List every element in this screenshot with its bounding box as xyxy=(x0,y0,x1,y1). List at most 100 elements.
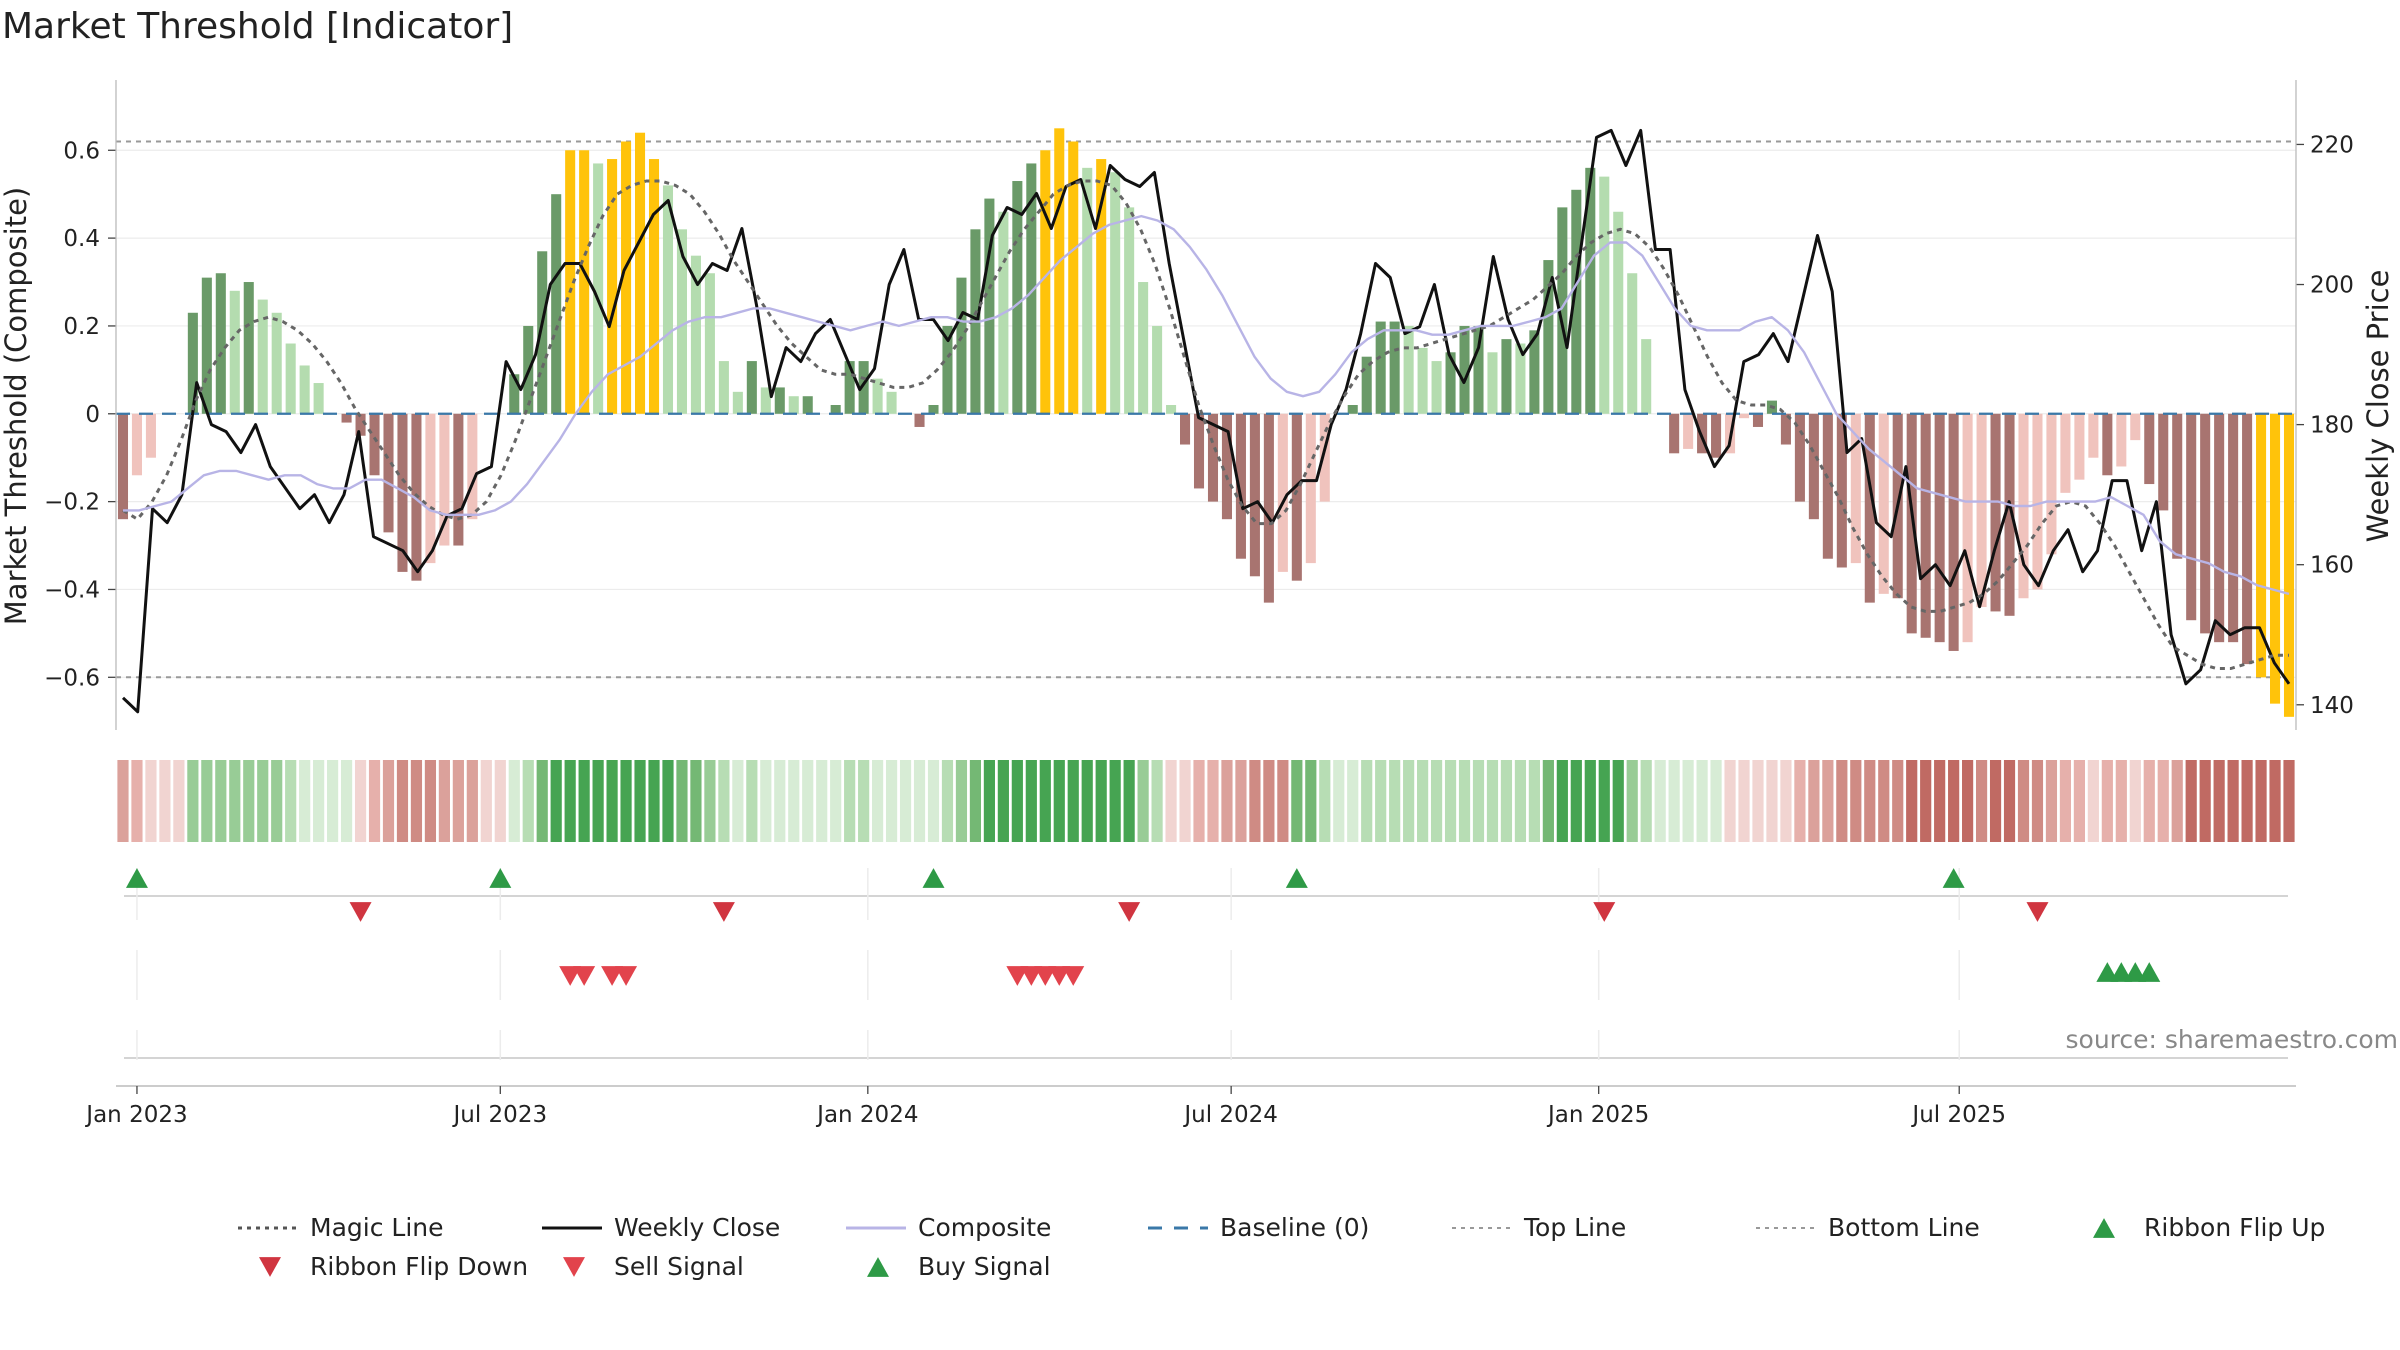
y2-tick-label: 220 xyxy=(2310,132,2354,158)
ribbon-cell xyxy=(1025,760,1037,842)
composite-bar xyxy=(1417,347,1428,414)
ribbon-cell xyxy=(620,760,632,842)
ribbon-cell xyxy=(145,760,157,842)
ribbon-cell xyxy=(1263,760,1275,842)
legend-label: Buy Signal xyxy=(918,1252,1051,1281)
composite-bar xyxy=(1599,176,1610,414)
ribbon-cell xyxy=(997,760,1009,842)
composite-bar xyxy=(145,413,156,458)
composite-bar xyxy=(1878,413,1889,594)
ribbon-cell xyxy=(2087,760,2099,842)
composite-bar xyxy=(984,198,995,414)
ribbon-cell xyxy=(1277,760,1289,842)
ribbon-cell xyxy=(508,760,520,842)
composite-bar xyxy=(844,361,855,414)
ribbon-cell xyxy=(955,760,968,842)
ribbon-flip-down-marker xyxy=(2026,902,2049,922)
composite-bar xyxy=(1361,356,1372,414)
magic-line-line xyxy=(122,179,2289,670)
composite-bar xyxy=(1920,413,1931,638)
composite-bar xyxy=(1096,159,1107,414)
composite-bar xyxy=(1068,141,1079,414)
composite-bar xyxy=(1697,413,1708,454)
composite-bar xyxy=(1291,413,1302,581)
composite-bar xyxy=(1012,181,1023,414)
ribbon-cell xyxy=(1962,760,1974,842)
composite-bar xyxy=(2060,413,2071,493)
sell-signal-marker xyxy=(1062,966,1085,986)
ribbon-flip-up-marker xyxy=(922,868,945,888)
composite-bar xyxy=(1822,413,1833,559)
composite-bar xyxy=(2032,413,2043,590)
ribbon-cell xyxy=(1752,760,1764,842)
legend-item: Magic Line xyxy=(238,1213,444,1242)
ribbon-cell xyxy=(2003,760,2016,842)
ribbon-flip-up-marker xyxy=(489,868,512,888)
composite-bar xyxy=(1543,260,1554,414)
ribbon-cell xyxy=(858,760,870,842)
ribbon-cell xyxy=(1403,760,1415,842)
ribbon-cell xyxy=(606,760,618,842)
legend-swatch xyxy=(259,1257,281,1277)
composite-bar xyxy=(1990,413,2001,612)
y2-tick-label: 140 xyxy=(2310,693,2354,719)
composite-bar xyxy=(1794,413,1805,502)
composite-bar xyxy=(1864,413,1875,603)
composite-bar xyxy=(1054,128,1065,414)
composite-bar xyxy=(551,194,562,414)
composite-bar xyxy=(1738,413,1750,419)
ribbon-cell xyxy=(2073,760,2085,842)
legend-swatch xyxy=(867,1257,889,1277)
y2-tick-label: 200 xyxy=(2310,273,2354,299)
composite-bar xyxy=(1683,413,1694,449)
ribbon-cell xyxy=(1221,760,1233,842)
ribbon-cell xyxy=(285,760,297,842)
ribbon-cell xyxy=(1528,760,1540,842)
ribbon-cell xyxy=(578,760,590,842)
composite-bar xyxy=(2116,413,2127,467)
ribbon-cell xyxy=(1738,760,1750,842)
ribbon-cell xyxy=(1081,760,1093,842)
ribbon-cell xyxy=(2115,760,2127,842)
ribbon-cell xyxy=(1710,760,1722,842)
composite-bar xyxy=(635,132,646,414)
ribbon-cell xyxy=(2269,760,2281,842)
ribbon-cell xyxy=(1472,760,1485,842)
composite-bar xyxy=(2158,413,2169,511)
legend-item: Weekly Close xyxy=(542,1213,780,1242)
legend-item: Ribbon Flip Up xyxy=(2093,1213,2325,1242)
ribbon-cell xyxy=(424,760,437,842)
composite-bar xyxy=(2228,413,2239,643)
ribbon-cell xyxy=(1724,760,1736,842)
ribbon-cell xyxy=(732,760,744,842)
ribbon-cell xyxy=(1780,760,1792,842)
ribbon-cell xyxy=(1389,760,1401,842)
ribbon-cell xyxy=(229,760,241,842)
composite-bar xyxy=(788,396,799,414)
composite-bar xyxy=(2144,413,2155,485)
ribbon-cell xyxy=(1542,760,1554,842)
composite-bar xyxy=(1934,413,1945,643)
ribbon-cell xyxy=(1878,760,1890,842)
composite-bar xyxy=(1207,413,1219,502)
ribbon-cell xyxy=(1165,760,1177,842)
composite-bars xyxy=(116,128,2296,717)
legend-label: Baseline (0) xyxy=(1220,1213,1369,1242)
ribbon-cell xyxy=(2213,760,2225,842)
sell-signal-marker xyxy=(601,966,624,986)
legend-swatch xyxy=(2093,1218,2115,1238)
ribbon-cell xyxy=(872,760,884,842)
legend: Magic Line Weekly Close Composite Baseline … xyxy=(238,1213,2325,1281)
ribbon-cell xyxy=(1766,760,1778,842)
ribbon-cell xyxy=(648,760,660,842)
composite-bar xyxy=(2270,413,2281,704)
composite-bar xyxy=(453,413,464,546)
sell-signal-marker xyxy=(1006,966,1029,986)
composite-bar xyxy=(1040,150,1051,414)
legend-item: Buy Signal xyxy=(867,1252,1051,1281)
series-lines xyxy=(121,128,2291,714)
ribbon-cell xyxy=(564,760,576,842)
ribbon-cell xyxy=(536,760,548,842)
ribbon-cell xyxy=(816,760,828,842)
ribbon-cell xyxy=(1500,760,1513,842)
